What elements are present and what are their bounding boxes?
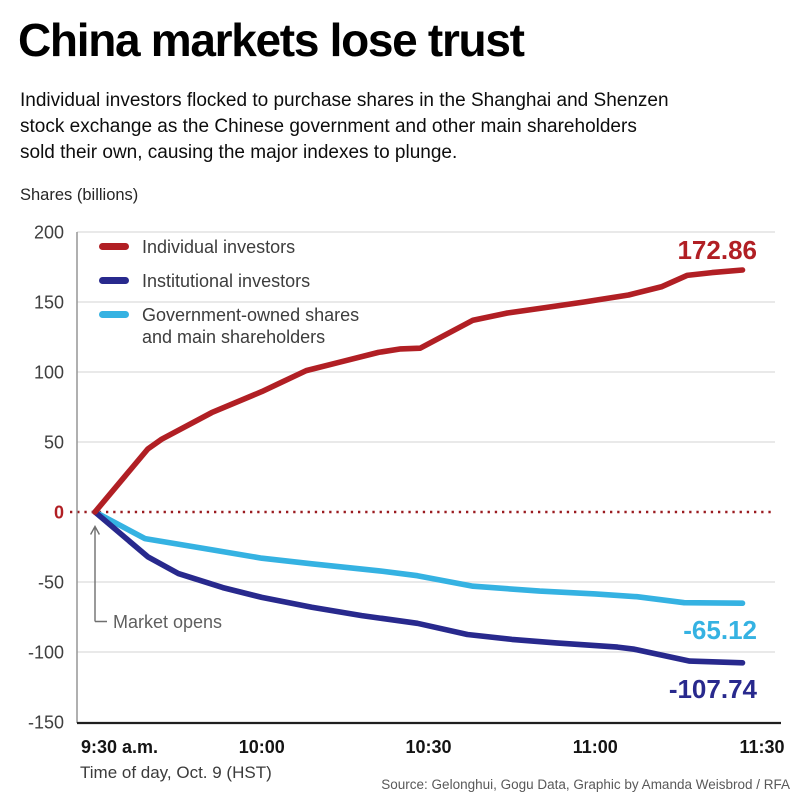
value-label-government-owned-shares: -65.12 [683, 615, 757, 646]
series-government-owned-shares-and-main-shareholders [92, 509, 746, 607]
source-credit: Source: Gelonghui, Gogu Data, Graphic by… [381, 777, 790, 792]
x-axis-caption: Time of day, Oct. 9 (HST) [80, 763, 272, 782]
x-tick-11-00: 11:00 [573, 737, 618, 757]
y-tick-0: 0 [54, 503, 64, 523]
legend: Individual investors Institutional inves… [99, 236, 359, 348]
x-tick-11-30: 11:30 [739, 737, 784, 757]
y-tick-200: 200 [34, 223, 64, 243]
legend-item-government-owned-shares[interactable]: Government-owned shares and main shareho… [99, 304, 359, 348]
value-label-individual-investors: 172.86 [677, 234, 757, 265]
market-opens-annotation: Market opens [113, 612, 223, 632]
legend-swatch-institutional-investors [99, 277, 129, 284]
legend-label: Institutional investors [142, 271, 311, 291]
market-opens-arrow [89, 525, 107, 623]
y-tick-150: 150 [34, 293, 64, 313]
y-tick-100: 100 [34, 363, 64, 383]
legend-label: Individual investors [142, 237, 296, 257]
legend-item-individual-investors[interactable]: Individual investors [99, 236, 359, 258]
value-label-institutional-investors: -107.74 [668, 673, 757, 704]
x-tick-10-00: 10:00 [239, 737, 285, 757]
subtitle-line: sold their own, causing the major indexe… [20, 142, 458, 163]
legend-item-institutional-investors[interactable]: Institutional investors [99, 270, 359, 292]
y-axis-unit-label: Shares (billions) [20, 186, 139, 204]
x-tick-10-30: 10:30 [405, 737, 451, 757]
series-institutional-investors [92, 509, 746, 666]
subtitle-line: Individual investors flocked to purchase… [20, 90, 669, 111]
legend-label: Government-owned shares and main shareho… [142, 305, 360, 347]
page-title: China markets lose trust [18, 14, 525, 66]
series-individual-investors [92, 267, 746, 515]
y-tick-50: 50 [44, 433, 64, 453]
y-tick--150: -150 [28, 713, 64, 733]
legend-swatch-individual-investors [99, 243, 129, 250]
chart-subtitle: Individual investors flocked to purchase… [20, 88, 669, 166]
subtitle-line: stock exchange as the Chinese government… [20, 116, 637, 137]
y-tick--50: -50 [38, 573, 64, 593]
legend-swatch-government-owned-shares [99, 311, 129, 318]
y-tick--100: -100 [28, 643, 64, 663]
x-tick-9-30-a-m: 9:30 a.m. [81, 737, 158, 757]
